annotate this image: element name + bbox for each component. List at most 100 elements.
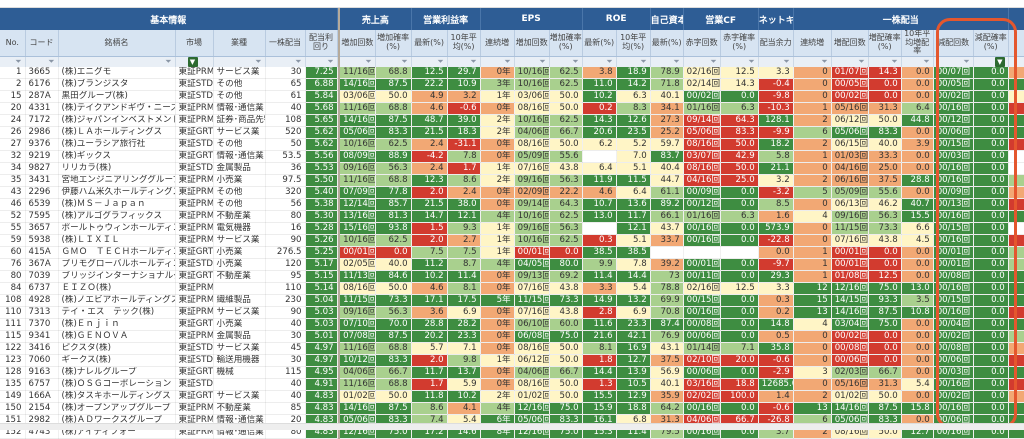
filter-icon[interactable]: ⏷ — [891, 56, 898, 66]
column-header[interactable]: 配当余力 — [758, 30, 794, 57]
filter-button[interactable]: ⏷ — [549, 56, 583, 67]
filter-icon[interactable]: ⏷ — [255, 56, 262, 66]
column-header[interactable]: 10年平均増配率 — [901, 30, 934, 57]
filter-button[interactable]: ⏷ — [582, 56, 617, 67]
column-header[interactable]: 銘柄名 — [58, 30, 176, 57]
filter-button[interactable]: ▼ — [973, 56, 1009, 67]
column-header[interactable]: コード — [25, 30, 59, 57]
table-row[interactable]: 110 7313 テイ・エス テック(株) 東証PRM サービス業 90 5.03 09/16… — [0, 306, 1024, 320]
column-header[interactable]: 減配確率(%) — [973, 30, 1009, 57]
filter-icon[interactable]: ⏷ — [504, 56, 511, 66]
filter-button[interactable]: ⏷ — [25, 56, 59, 67]
filter-icon[interactable]: ⏷ — [673, 56, 680, 66]
column-header[interactable]: 10年平均(%) — [447, 30, 481, 57]
table-row[interactable]: 52 7595 (株)アルゴグラフィックス 東証PRM 不動産業 80 5.30 13/16回… — [0, 210, 1024, 224]
filter-icon[interactable]: ⏷ — [327, 56, 334, 66]
filter-button[interactable]: ⏷ — [265, 56, 306, 67]
column-header[interactable]: 減配回数 — [933, 30, 974, 57]
filter-icon[interactable]: ⏷ — [748, 56, 755, 66]
table-row[interactable]: 123 7060 ギークス(株) 東証STD 輸送用機器 30 4.97 10/12回 83.3… — [0, 354, 1024, 368]
table-row[interactable]: 807039ブリッジインターナショナルグループ東証GRT不動産業955.1511… — [0, 270, 1024, 284]
table-row[interactable]: 26 2986 (株)ＬＡホールディングス 東証GRT サービス業 520 5.62 05/0… — [0, 126, 1024, 140]
filter-icon[interactable]: ⏷ — [401, 56, 408, 66]
filter-button[interactable]: ⏷ — [720, 56, 759, 67]
filter-icon[interactable]: ⏷ — [295, 56, 302, 66]
column-header[interactable]: 増加確率(%) — [549, 30, 583, 57]
column-header[interactable]: 赤字確率(%) — [720, 30, 759, 57]
column-header[interactable]: 最新(%) — [411, 30, 448, 57]
filter-icon[interactable]: ⏷ — [963, 56, 970, 66]
table-row[interactable]: 46 6539 (株)ＭＳ－Ｊａｐａｎ 東証PRM その他 56 5.38 12/14回 85.… — [0, 198, 1024, 212]
table-row[interactable]: 111 7370 (株)Ｅｎｊｉｎ 東証GRT 小売業 40 5.03 07/10回 70.0 2… — [0, 318, 1024, 332]
column-header[interactable]: 増配回数 — [831, 30, 869, 57]
filter-icon[interactable]: ⏷ — [15, 56, 22, 66]
table-row[interactable]: 2 6176 (株)ブランジスタ 東証STD その他 65 6.88 14/16回 87.5 22… — [0, 78, 1024, 92]
filter-button[interactable]: ⏷ — [901, 56, 934, 67]
table-row[interactable]: 27 9376 (株)ユーラシア旅行社 東証STD その他 50 5.62 10/16回 62.… — [0, 138, 1024, 152]
column-header[interactable]: 連続増 — [793, 30, 832, 57]
column-header[interactable]: 一株配当 — [265, 30, 306, 57]
column-header[interactable]: 増加確率(%) — [375, 30, 412, 57]
filter-icon[interactable]: ⏷ — [470, 56, 477, 66]
filter-button[interactable]: ⏷ — [447, 56, 481, 67]
table-row[interactable]: 108 4928 (株)ノエビアホールディングス 東証PRM 繊維製品 230 5.04 11… — [0, 294, 1024, 308]
table-row[interactable]: 76367Aプリモグローバルホールディングス東証STD小売業1205.1702/… — [0, 258, 1024, 272]
filter-button[interactable]: ⏷ — [683, 56, 721, 67]
filter-icon[interactable]: ⏷ — [858, 56, 865, 66]
column-header[interactable]: 配当利回り — [305, 30, 338, 57]
filter-button[interactable]: ▼ — [175, 56, 214, 67]
filter-button[interactable]: ⏷ — [758, 56, 794, 67]
filter-icon[interactable]: ⏷ — [48, 56, 55, 66]
column-header[interactable]: 最新(%) — [582, 30, 617, 57]
filter-active-icon[interactable]: ▼ — [187, 56, 198, 67]
table-row[interactable]: 432296伊藤ハム米久ホールディングス(株)東証PRMその他3205.4007… — [0, 186, 1024, 200]
table-row[interactable]: 247172(株)ジャパンインベストメントアド東証PRM証券･商品先物取1085… — [0, 114, 1024, 128]
table-row[interactable]: 32 9219 (株)ギックス 東証GRT 情報･通信業 53.5 5.56 08/09回 88… — [0, 150, 1024, 164]
filter-icon[interactable]: ⏷ — [710, 56, 717, 66]
column-header[interactable]: 10年平均(%) — [616, 30, 651, 57]
filter-button[interactable]: ⏷ — [0, 56, 26, 67]
column-header[interactable] — [1008, 30, 1024, 57]
table-row[interactable]: 553657ポールトゥウィンホールディングス東証PRM電気機器165.2815/… — [0, 222, 1024, 236]
table-row[interactable]: 34 9827 リリカラ(株) 東証STD 金属製品 36 5.53 09/16回 56.3 2.… — [0, 162, 1024, 176]
horizontal-scrollbar[interactable] — [0, 423, 1024, 430]
column-header[interactable]: No. — [0, 30, 26, 57]
filter-button[interactable]: ⏷ — [305, 56, 338, 67]
table-row[interactable]: 84 6737 ＥＩＺＯ(株) 東証PRM 110 5.14 08/16回 50.0 4.6 8.… — [0, 282, 1024, 296]
column-header[interactable]: 増配確率(%) — [868, 30, 902, 57]
filter-button[interactable]: ⏷ — [616, 56, 651, 67]
table-row[interactable]: 15 287A 黒田グループ(株) 東証STD その他 61 5.84 03/06回 50.0 4… — [0, 90, 1024, 104]
filter-button[interactable]: ⏷ — [933, 56, 974, 67]
filter-icon[interactable]: ⏷ — [365, 56, 372, 66]
column-header[interactable] — [337, 30, 341, 56]
table-row[interactable]: 59 5938 (株)ＬＩＸＩＬ 東証PRM サービス業 90 5.26 10/16回 62.5… — [0, 234, 1024, 248]
column-header[interactable]: 最新(%) — [650, 30, 684, 57]
filter-icon[interactable]: ⏷ — [783, 56, 790, 66]
filter-button[interactable]: ⏷ — [831, 56, 869, 67]
filter-button[interactable]: ⏷ — [868, 56, 902, 67]
filter-icon[interactable]: ⏷ — [437, 56, 444, 66]
filter-button[interactable]: ⏷ — [793, 56, 832, 67]
filter-button[interactable]: ⏷ — [650, 56, 684, 67]
filter-button[interactable]: ⏷ — [58, 56, 176, 67]
filter-icon[interactable]: ⏷ — [923, 56, 930, 66]
column-header[interactable]: 増加回数 — [340, 30, 376, 57]
filter-button[interactable]: ⏷ — [213, 56, 266, 67]
filter-button[interactable]: ⏷ — [480, 56, 515, 67]
table-row[interactable]: 115 9341 (株)ＧＥＮＯＶＡ 東証PRM 金属製品 30 5.01 07/08回 87.… — [0, 330, 1024, 344]
table-row[interactable]: 150 2154 (株)オープンアップグループ 東証PRM 不動産業 85 4.83 14/1… — [0, 402, 1024, 416]
table-row[interactable]: 149 166A (株)タスキホールディングス 東証GRT サービス業 40 4.83 01/… — [0, 390, 1024, 404]
column-header[interactable]: 増加回数 — [514, 30, 550, 57]
table-row[interactable]: 128 9163 (株)ナレルグループ 東証GRT 機械 115 4.95 04/06回 66.… — [0, 366, 1024, 380]
filter-button[interactable]: ⏷ — [375, 56, 412, 67]
column-header[interactable]: 市場 — [175, 30, 214, 57]
table-row[interactable]: 122 3416 ピクスタ(株) 東証STD サービス業 45 4.97 11/16回 68.8… — [0, 342, 1024, 356]
table-row[interactable]: 353431宮地エンジニアリンググループ(株)東証PRM小売業97.55.501… — [0, 174, 1024, 188]
column-header[interactable]: 業種 — [213, 30, 266, 57]
filter-icon[interactable]: ⏷ — [606, 56, 613, 66]
filter-icon[interactable]: ⏷ — [572, 56, 579, 66]
table-row[interactable]: 20 4331 (株)テイクアンドギヴ・ニーズ 東証PRM 情報･通信業 40 5.68 11… — [0, 102, 1024, 116]
filter-icon[interactable]: ⏷ — [640, 56, 647, 66]
filter-icon[interactable]: ⏷ — [539, 56, 546, 66]
